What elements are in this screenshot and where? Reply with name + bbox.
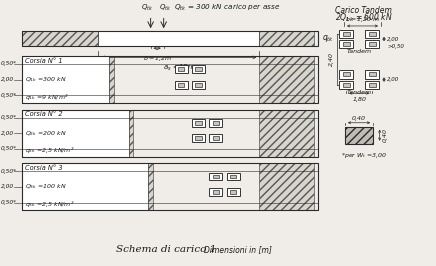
Bar bbox=[195, 121, 202, 125]
Bar bbox=[365, 40, 379, 48]
Text: 0,50*: 0,50* bbox=[1, 93, 17, 98]
Bar bbox=[259, 163, 313, 210]
Bar bbox=[345, 127, 373, 144]
Text: 0,50*: 0,50* bbox=[1, 61, 17, 66]
Bar bbox=[369, 32, 376, 36]
Bar bbox=[22, 163, 153, 210]
Bar bbox=[369, 83, 376, 87]
Text: $b$ =1,20 m: $b$ =1,20 m bbox=[345, 15, 380, 24]
Bar bbox=[209, 119, 222, 127]
Bar bbox=[213, 174, 219, 178]
Bar bbox=[227, 188, 240, 196]
Bar bbox=[343, 32, 350, 36]
Text: Q$_{1k}$ =300 kN: Q$_{1k}$ =300 kN bbox=[25, 75, 67, 84]
Bar bbox=[365, 30, 379, 38]
Text: Dimensioni in [m]: Dimensioni in [m] bbox=[204, 245, 272, 254]
Text: 2$Q_{1k}$ = 600 kN: 2$Q_{1k}$ = 600 kN bbox=[335, 12, 392, 24]
Bar bbox=[22, 110, 318, 157]
Bar bbox=[343, 83, 350, 87]
Bar bbox=[174, 65, 187, 73]
Bar bbox=[22, 31, 318, 45]
Bar bbox=[369, 72, 376, 76]
Bar bbox=[22, 110, 129, 157]
Bar bbox=[178, 67, 184, 71]
Bar bbox=[22, 163, 318, 210]
Bar bbox=[195, 67, 202, 71]
Bar bbox=[339, 81, 353, 89]
Text: 0,40: 0,40 bbox=[382, 128, 387, 142]
Bar bbox=[209, 173, 222, 180]
Bar bbox=[369, 42, 376, 46]
Text: 2,00: 2,00 bbox=[387, 36, 399, 41]
Bar bbox=[22, 31, 99, 45]
Bar bbox=[339, 30, 353, 38]
Bar bbox=[259, 31, 313, 45]
Bar bbox=[22, 56, 109, 103]
Bar bbox=[343, 72, 350, 76]
Bar bbox=[192, 119, 205, 127]
Bar bbox=[213, 121, 219, 125]
Bar bbox=[343, 42, 350, 46]
Text: 0,50*: 0,50* bbox=[1, 200, 17, 205]
Bar bbox=[209, 188, 222, 196]
Bar bbox=[259, 56, 313, 103]
Bar bbox=[339, 70, 353, 78]
Bar bbox=[192, 135, 205, 142]
Bar bbox=[174, 81, 187, 89]
Bar bbox=[339, 40, 353, 48]
Text: 0,50*: 0,50* bbox=[1, 169, 17, 174]
Bar bbox=[259, 110, 313, 157]
Text: $q_{3k}$ =2,5 kN/m²: $q_{3k}$ =2,5 kN/m² bbox=[25, 199, 75, 209]
Text: Q$_{3k}$ =100 kN: Q$_{3k}$ =100 kN bbox=[25, 182, 67, 191]
Bar bbox=[365, 81, 379, 89]
Text: Corsia N° 2: Corsia N° 2 bbox=[25, 111, 63, 117]
Text: 2,00: 2,00 bbox=[387, 77, 399, 82]
Text: $Q_{tk}$: $Q_{tk}$ bbox=[141, 3, 153, 13]
Text: 2,40: 2,40 bbox=[329, 52, 334, 66]
Text: 2,00: 2,00 bbox=[1, 184, 14, 189]
Text: $q_{2k}$ =2,5 kN/m²: $q_{2k}$ =2,5 kN/m² bbox=[25, 145, 75, 155]
Text: 2,00: 2,00 bbox=[1, 131, 14, 136]
Bar bbox=[22, 56, 318, 103]
Bar bbox=[178, 83, 184, 87]
Bar bbox=[230, 174, 236, 178]
Text: Carico Tandem: Carico Tandem bbox=[335, 6, 392, 15]
Bar bbox=[99, 31, 259, 45]
Text: $q_{tk}$: $q_{tk}$ bbox=[322, 33, 334, 44]
Text: $Q_{tk}$: $Q_{tk}$ bbox=[159, 3, 171, 13]
Text: 0,50*: 0,50* bbox=[1, 115, 17, 120]
Bar bbox=[195, 83, 202, 87]
Text: $b$ =1,2m: $b$ =1,2m bbox=[143, 54, 171, 63]
Bar bbox=[209, 135, 222, 142]
Bar bbox=[365, 70, 379, 78]
Bar bbox=[213, 190, 219, 194]
Text: 0,50*: 0,50* bbox=[1, 146, 17, 151]
Bar bbox=[22, 56, 114, 103]
Bar bbox=[22, 163, 149, 210]
Text: Corsia N° 1: Corsia N° 1 bbox=[25, 58, 63, 64]
Bar bbox=[22, 110, 133, 157]
Text: Schema di carico 1: Schema di carico 1 bbox=[116, 245, 216, 254]
Text: $a_s$ =15m: $a_s$ =15m bbox=[163, 63, 195, 73]
Text: $q_{1k}$ =9 kN/m²: $q_{1k}$ =9 kN/m² bbox=[25, 92, 68, 102]
Text: 0,40: 0,40 bbox=[352, 116, 366, 121]
Text: Tandem: Tandem bbox=[347, 49, 372, 54]
Bar bbox=[230, 190, 236, 194]
Bar bbox=[192, 65, 205, 73]
Text: *per $W_t$ =3,00: *per $W_t$ =3,00 bbox=[341, 151, 387, 160]
Text: 2,00: 2,00 bbox=[1, 77, 14, 82]
Text: Q$_{tk}$ = 300 kN carico per asse: Q$_{tk}$ = 300 kN carico per asse bbox=[174, 3, 280, 13]
Bar bbox=[227, 173, 240, 180]
Text: >0,50: >0,50 bbox=[387, 44, 404, 49]
Bar bbox=[195, 136, 202, 140]
Text: 1,80: 1,80 bbox=[352, 97, 366, 102]
Text: Corsia N° 3: Corsia N° 3 bbox=[25, 165, 63, 171]
Bar bbox=[192, 81, 205, 89]
Text: Q$_{2k}$ =200 kN: Q$_{2k}$ =200 kN bbox=[25, 129, 67, 138]
Text: Tandem: Tandem bbox=[347, 90, 372, 94]
Bar bbox=[213, 136, 219, 140]
